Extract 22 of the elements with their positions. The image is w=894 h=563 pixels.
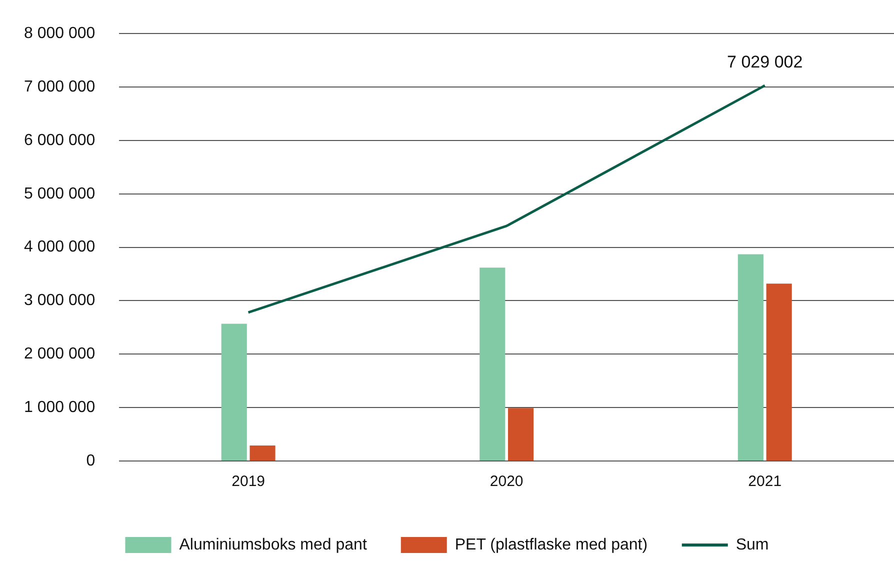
y-tick-label: 3 000 000 xyxy=(24,292,96,310)
data-label: 7 029 002 xyxy=(727,52,803,72)
y-tick-label: 2 000 000 xyxy=(24,346,96,363)
bar xyxy=(738,254,764,460)
y-tick-label: 7 000 000 xyxy=(24,78,96,96)
x-tick-label: 2019 xyxy=(232,473,266,490)
x-tick-label: 2020 xyxy=(490,473,524,490)
y-tick-label: 0 xyxy=(86,452,96,470)
y-tick-label: 8 000 000 xyxy=(24,25,96,42)
bar xyxy=(480,268,506,460)
legend-label: PET (plastflaske med pant) xyxy=(454,536,648,554)
bar xyxy=(766,284,792,460)
y-tick-label: 5 000 000 xyxy=(24,185,96,202)
legend-label: Sum xyxy=(736,536,769,554)
y-tick-label: 1 000 000 xyxy=(24,398,96,416)
y-tick-label: 6 000 000 xyxy=(24,132,96,149)
x-tick-label: 2021 xyxy=(748,473,782,490)
y-tick-label: 4 000 000 xyxy=(24,238,96,256)
bar xyxy=(221,324,247,460)
bar xyxy=(250,446,276,460)
bar xyxy=(508,408,534,460)
legend-label: Aluminiumsboks med pant xyxy=(179,536,368,554)
